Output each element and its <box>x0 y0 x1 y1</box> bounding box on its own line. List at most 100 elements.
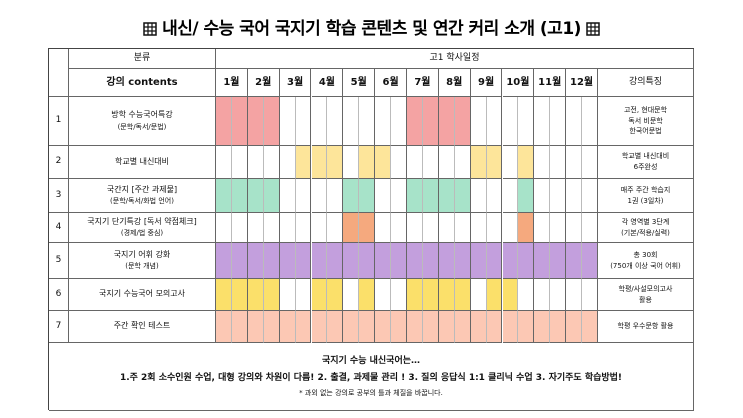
month-header: 8월 <box>438 69 471 97</box>
schedule-cell <box>311 243 328 279</box>
schedule-cell <box>534 146 551 179</box>
month-label: 3월 <box>286 76 304 88</box>
row-number: 4 <box>49 213 69 243</box>
schedule-cell <box>582 311 598 343</box>
row-number: 2 <box>49 146 69 179</box>
schedule-cell <box>438 311 455 343</box>
schedule-cell <box>391 179 407 213</box>
row-features: 각 영역별 3단계 (기본/적용/실력) <box>598 213 694 243</box>
title-icon <box>586 22 601 36</box>
contents-line: (문학/독서/화법 언어) <box>110 197 174 206</box>
schedule-cell <box>216 279 232 311</box>
contents-line: (경제/법 중심) <box>120 229 164 238</box>
schedule-cell <box>550 243 567 279</box>
schedule-cell <box>231 146 248 179</box>
schedule-cell <box>295 146 312 179</box>
schedule-cell <box>343 243 360 279</box>
schedule-cell <box>247 97 264 146</box>
schedule-cell <box>422 146 439 179</box>
schedule-cell <box>295 279 312 311</box>
schedule-cell <box>422 279 439 311</box>
schedule-cell <box>279 179 296 213</box>
schedule-cell <box>470 243 487 279</box>
contents-line: 국지기 수능국어 모의고사 <box>98 289 186 299</box>
schedule-cell <box>343 97 360 146</box>
schedule-cell <box>311 213 328 243</box>
schedule-cell <box>391 243 407 279</box>
schedule-cell <box>279 243 296 279</box>
schedule-cell <box>247 146 264 179</box>
schedule-cell <box>391 311 407 343</box>
footer-points: 1.주 2회 소수인원 수업, 대형 강의와 차원이 다름! 2. 출결, 과제… <box>119 372 623 383</box>
schedule-cell <box>582 179 598 213</box>
schedule-cell <box>486 97 503 146</box>
title: 내신/ 수능 국어 국지기 학습 콘텐츠 및 연간 커리 소개 (고1) <box>0 14 743 39</box>
schedule-cell <box>550 213 567 243</box>
header-text: 고1 학사일정 <box>429 52 480 63</box>
header-text: 강의특징 <box>628 76 663 87</box>
schedule-cell <box>518 243 535 279</box>
schedule-cell <box>375 146 392 179</box>
row-features: 총 30회 (750개 이상 국어 어휘) <box>598 243 694 279</box>
features-line: 고전, 현대문학 <box>623 105 668 114</box>
schedule-cell <box>407 213 423 243</box>
month-label: 10월 <box>506 76 530 88</box>
schedule-cell <box>216 243 232 279</box>
schedule-cell <box>247 279 264 311</box>
schedule-cell <box>502 97 519 146</box>
schedule-cell <box>391 146 407 179</box>
schedule-cell <box>231 213 248 243</box>
schedule-cell <box>502 146 519 179</box>
month-label: 8월 <box>446 76 463 88</box>
row-number-text: 2 <box>55 156 62 167</box>
month-header: 7월 <box>407 69 439 97</box>
schedule-cell <box>375 213 392 243</box>
month-label: 9월 <box>477 76 495 88</box>
row-contents: 국지기 어휘 강화 (문학 개념) <box>69 243 216 279</box>
schedule-cell <box>263 213 280 243</box>
schedule-cell <box>375 243 392 279</box>
header-contents: 강의 contents <box>69 69 216 97</box>
schedule-cell <box>470 97 487 146</box>
features-line: (기본/적용/실력) <box>621 228 670 237</box>
schedule-cell <box>566 243 583 279</box>
row-number-text: 5 <box>55 254 62 265</box>
schedule-cell <box>438 179 455 213</box>
schedule-table: 분류 고1 학사일정 강의 contents 1월 2월 3월 4월 5월 6월 7월 8월 9월 10… <box>48 48 694 411</box>
schedule-cell <box>566 146 583 179</box>
schedule-cell <box>534 243 551 279</box>
schedule-cell <box>470 279 487 311</box>
schedule-cell <box>311 179 328 213</box>
month-header: 9월 <box>470 69 503 97</box>
schedule-cell <box>375 179 392 213</box>
row-number-text: 4 <box>55 221 62 232</box>
header-schedule: 고1 학사일정 <box>216 49 694 69</box>
schedule-cell <box>279 146 296 179</box>
schedule-cell <box>582 146 598 179</box>
month-header: 1월 <box>216 69 248 97</box>
month-label: 5월 <box>350 76 367 88</box>
schedule-cell <box>454 146 471 179</box>
schedule-cell <box>454 97 471 146</box>
month-label: 7월 <box>414 76 431 88</box>
footer-heading: 국지기 수능 내신국어는… <box>321 355 421 366</box>
schedule-cell <box>518 279 535 311</box>
schedule-cell <box>502 279 519 311</box>
row-number-text: 6 <box>55 288 62 299</box>
schedule-cell <box>518 179 535 213</box>
schedule-cell <box>231 279 248 311</box>
schedule-cell <box>502 179 519 213</box>
schedule-cell <box>216 146 232 179</box>
schedule-cell <box>359 243 376 279</box>
schedule-cell <box>486 146 503 179</box>
month-label: 12월 <box>570 76 594 88</box>
contents-line: (문학 개념) <box>125 262 159 271</box>
schedule-cell <box>327 279 344 311</box>
schedule-cell <box>327 146 344 179</box>
features-line: (750개 이상 국어 어휘) <box>610 261 681 270</box>
row-contents: 국지기 수능국어 모의고사 <box>69 279 216 311</box>
schedule-cell <box>454 279 471 311</box>
row-contents: 국지기 단기특강 [독서 약점체크] (경제/법 중심) <box>69 213 216 243</box>
schedule-cell <box>454 311 471 343</box>
header-text: 강의 contents <box>106 76 178 88</box>
